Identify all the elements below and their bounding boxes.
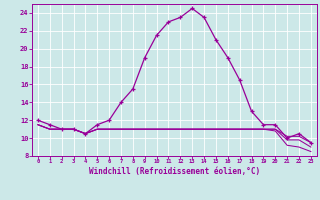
X-axis label: Windchill (Refroidissement éolien,°C): Windchill (Refroidissement éolien,°C) — [89, 167, 260, 176]
